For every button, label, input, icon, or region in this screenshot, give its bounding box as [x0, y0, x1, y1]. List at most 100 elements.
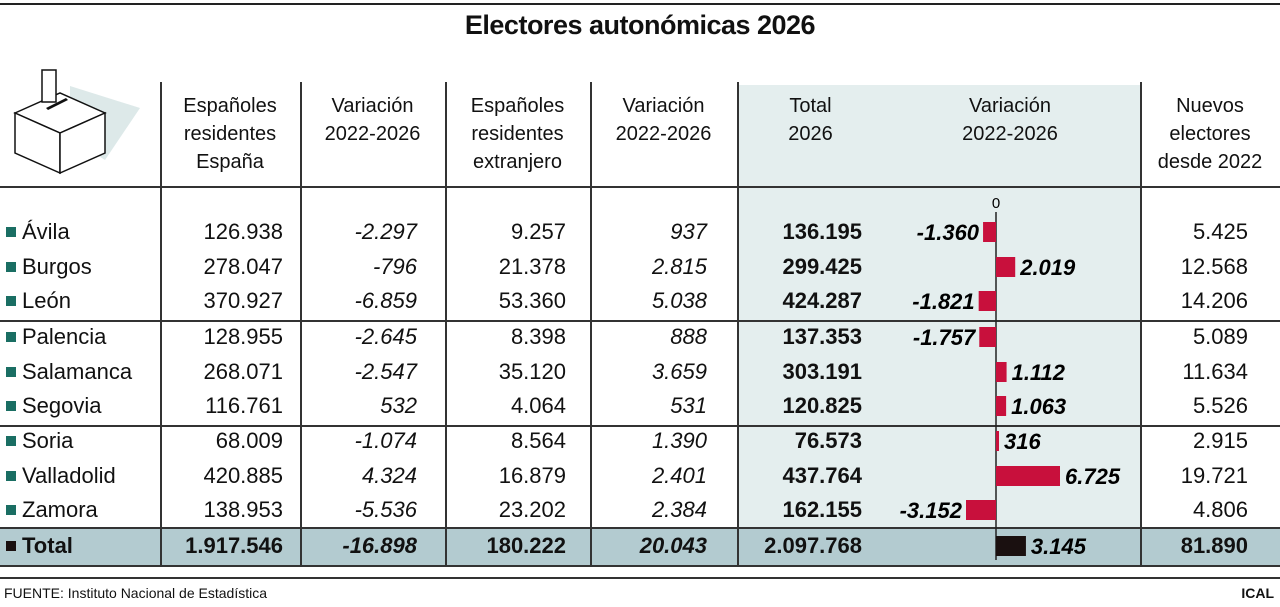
cell-var-ext: 20.043: [639, 533, 707, 558]
bar-label: 316: [1004, 429, 1041, 454]
cell-res-esp: 138.953: [203, 497, 283, 522]
bullet-icon: [6, 332, 16, 342]
bar-Palencia: [979, 327, 996, 347]
row-label: León: [6, 288, 71, 314]
bar-label: -1.821: [912, 289, 974, 314]
bar-Ávila: [983, 222, 996, 242]
header-var-ext: Variación 2022-2026: [615, 95, 712, 145]
row-name: Valladolid: [22, 463, 116, 488]
bar-label: -3.152: [900, 498, 963, 523]
cell-total: 424.287: [782, 288, 862, 313]
cell-res-ext: 8.398: [510, 324, 566, 349]
cell-total: 137.353: [782, 324, 862, 349]
cell-var-esp: -2.645: [354, 324, 417, 349]
cell-res-ext: 9.257: [510, 219, 566, 244]
cell-nuevos: 14.206: [1180, 288, 1248, 313]
header-res-ext: Españoles residentes extranjero: [470, 95, 565, 173]
row-name: Total: [22, 533, 73, 558]
cell-var-ext: 2.384: [651, 497, 707, 522]
cell-nuevos: 19.721: [1180, 463, 1248, 488]
cell-res-ext: 180.222: [486, 533, 566, 558]
col-divider: [737, 82, 739, 566]
cell-var-ext: 1.390: [651, 428, 707, 453]
cell-total: 136.195: [782, 219, 862, 244]
group-rule: [0, 320, 1280, 322]
row-name: Ávila: [22, 219, 70, 244]
cell-var-ext: 2.401: [651, 463, 707, 488]
cell-var-esp: -2.547: [354, 359, 417, 384]
row-label: Zamora: [6, 497, 98, 523]
row-label: Valladolid: [6, 463, 116, 489]
cell-var-ext: 531: [670, 393, 707, 418]
cell-var-esp: -5.536: [354, 497, 417, 522]
source-note: FUENTE: Instituto Nacional de Estadístic…: [4, 585, 267, 601]
bar-label: 6.725: [1065, 464, 1121, 489]
cell-res-esp: 126.938: [203, 219, 283, 244]
bar-Segovia: [996, 396, 1007, 416]
header-res-esp: Españoles residentes España: [183, 95, 277, 173]
bullet-icon: [6, 296, 16, 306]
cell-res-esp: 116.761: [205, 393, 283, 418]
cell-var-esp: 532: [380, 393, 417, 418]
cell-total: 437.764: [782, 463, 862, 488]
cell-res-esp: 420.885: [203, 463, 283, 488]
total-top-rule: [0, 527, 1280, 529]
cell-nuevos: 81.890: [1180, 533, 1248, 558]
cell-res-ext: 23.202: [498, 497, 566, 522]
cell-res-ext: 53.360: [498, 288, 566, 313]
col-divider: [590, 82, 592, 566]
cell-res-ext: 16.879: [498, 463, 566, 488]
header-nuevos: Nuevos electores desde 2022: [1157, 95, 1263, 173]
top-rule: [0, 3, 1280, 5]
total-columns-shade: [737, 85, 1140, 528]
brand-logo: ICAL: [1241, 585, 1274, 601]
total-bottom-rule: [0, 565, 1280, 567]
cell-total: 120.825: [782, 393, 862, 418]
cell-res-esp: 1.917.546: [185, 533, 283, 558]
bullet-icon: [6, 262, 16, 272]
cell-res-ext: 8.564: [510, 428, 566, 453]
row-label: Palencia: [6, 324, 106, 350]
header-total: Total 2026: [788, 95, 833, 145]
cell-nuevos: 5.089: [1192, 324, 1248, 349]
row-name: Segovia: [22, 393, 102, 418]
group-rule: [0, 425, 1280, 427]
variation-bar-chart: 0 -1.360 2.019 -1.821 -1.757 1.112 1.063 316 6.7…: [900, 195, 1121, 560]
total-row-bg: [0, 528, 1280, 566]
zero-label: 0: [992, 195, 1000, 212]
header-var-esp: Variación 2022-2026: [324, 95, 421, 145]
cell-var-esp: -2.297: [354, 219, 417, 244]
bullet-icon: [6, 471, 16, 481]
cell-res-ext: 35.120: [498, 359, 566, 384]
header-var-total: Variación 2022-2026: [962, 95, 1058, 145]
bullet-icon: [6, 401, 16, 411]
bar-Zamora: [966, 500, 996, 520]
bullet-icon: [6, 436, 16, 446]
page-title: Electores autonómicas 2026: [464, 10, 816, 40]
cell-var-ext: 937: [670, 219, 707, 244]
cell-res-esp: 68.009: [215, 428, 283, 453]
cell-var-esp: 4.324: [361, 463, 417, 488]
footer-rule: [0, 577, 1280, 579]
col-divider: [1140, 82, 1142, 566]
col-divider: [160, 82, 162, 566]
cell-res-ext: 21.378: [498, 254, 566, 279]
bar-label: -1.360: [917, 220, 980, 245]
cell-nuevos: 2.915: [1192, 428, 1248, 453]
cell-res-esp: 370.927: [203, 288, 283, 313]
cell-total: 76.573: [794, 428, 862, 453]
row-label: Segovia: [6, 393, 102, 419]
row-label: Soria: [6, 428, 73, 454]
cell-total: 162.155: [782, 497, 862, 522]
cell-var-esp: -6.859: [354, 288, 417, 313]
row-name: Soria: [22, 428, 74, 453]
cell-var-ext: 2.815: [651, 254, 707, 279]
bar-Total: [996, 536, 1026, 556]
cell-nuevos: 5.526: [1192, 393, 1248, 418]
bar-label: 1.112: [1012, 360, 1066, 385]
row-label: Burgos: [6, 254, 92, 280]
cell-var-esp: -796: [372, 254, 417, 279]
cell-res-esp: 128.955: [203, 324, 283, 349]
row-name: Palencia: [22, 324, 107, 349]
bullet-icon: [6, 541, 16, 551]
